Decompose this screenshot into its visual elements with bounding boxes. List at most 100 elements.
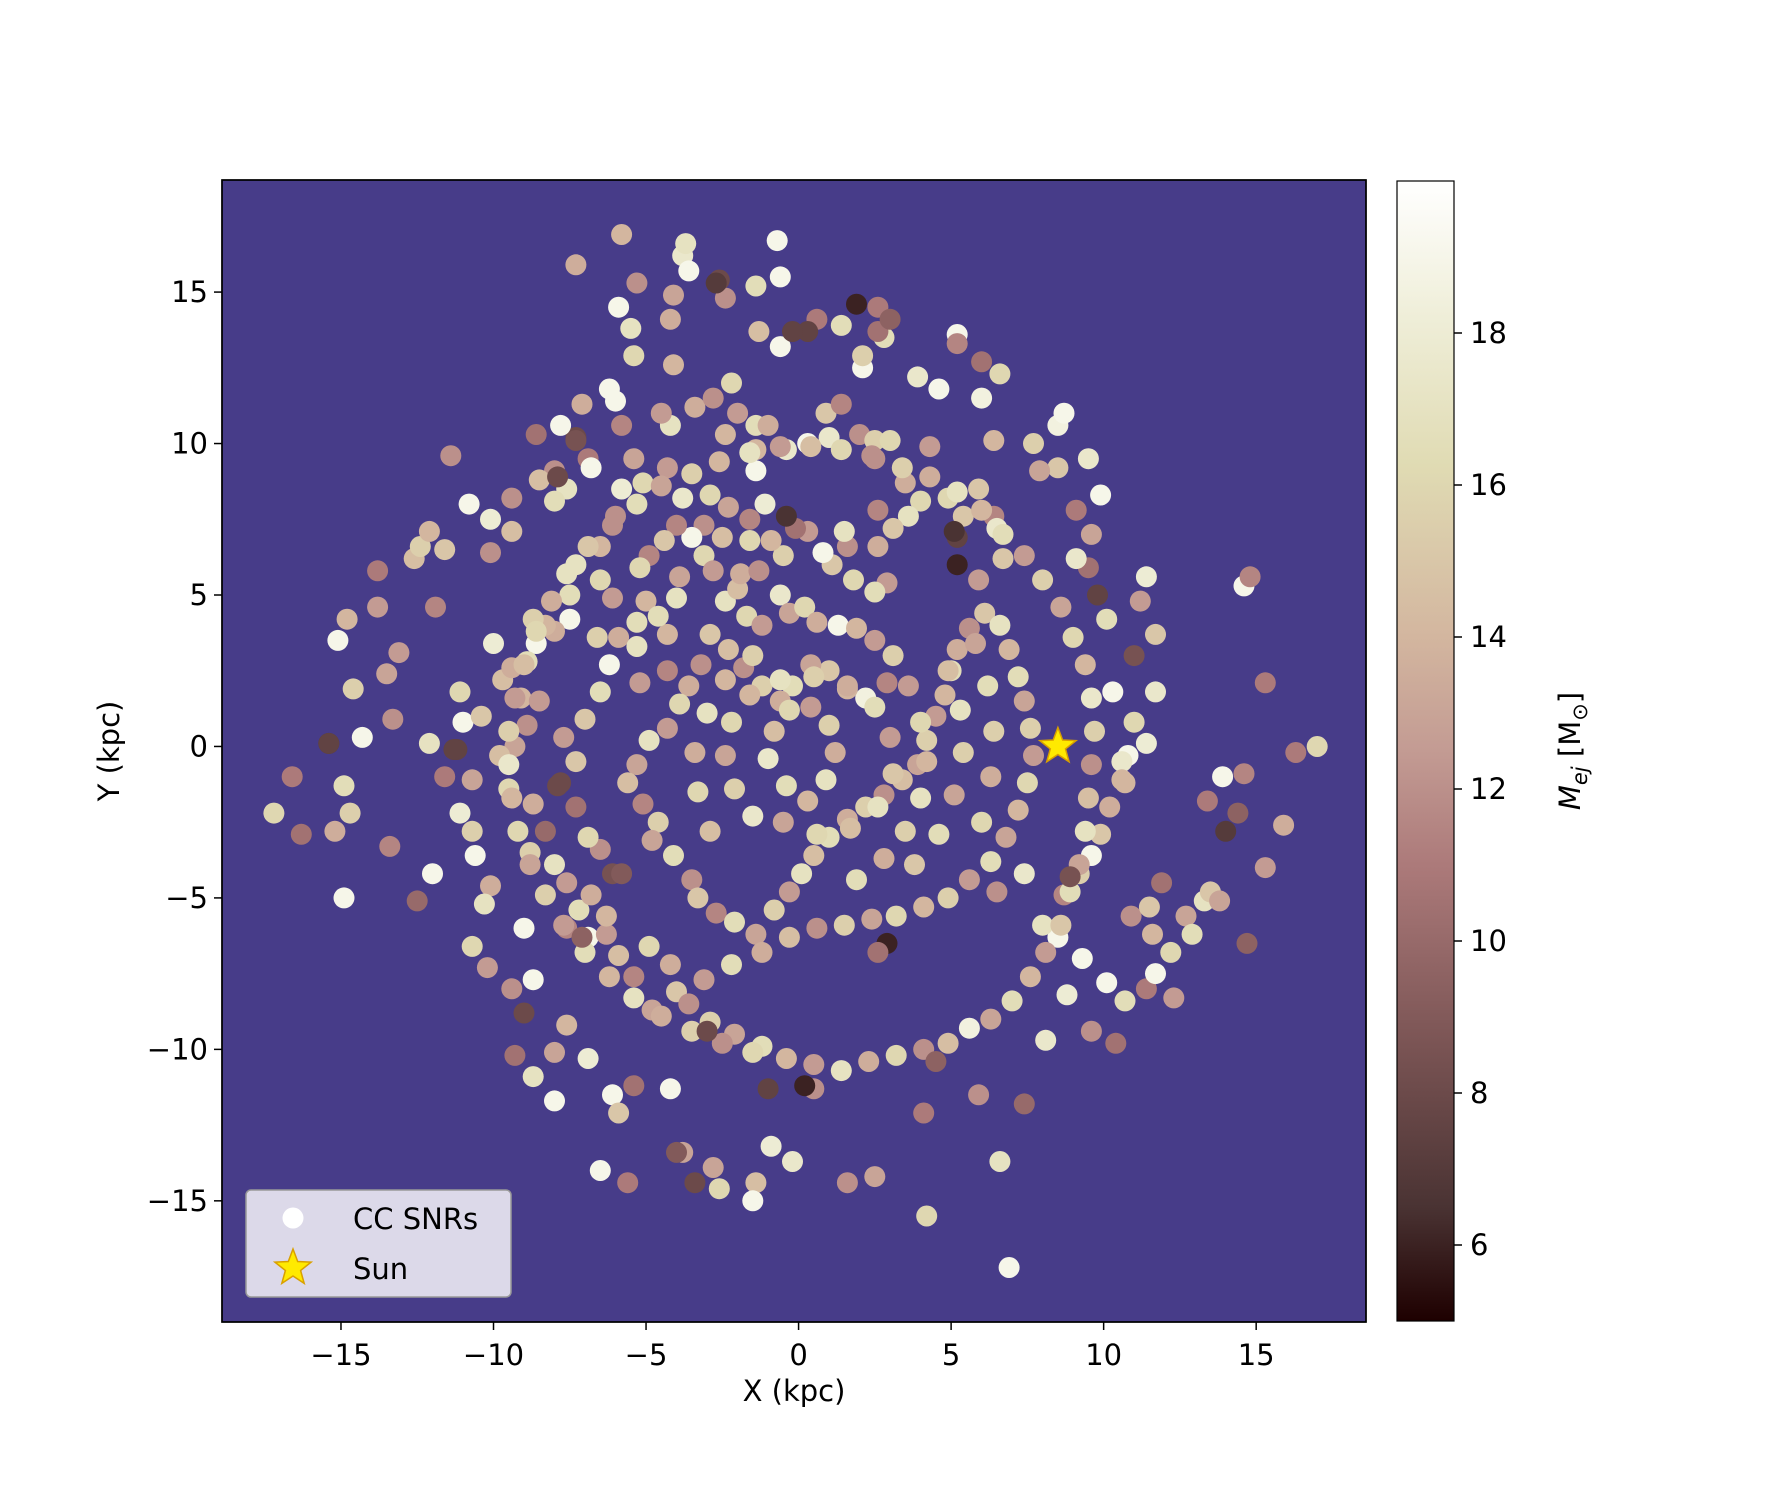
colorbar-tick-label: 16 xyxy=(1470,468,1507,502)
snr-point xyxy=(1175,905,1197,927)
snr-point xyxy=(1236,932,1258,954)
snr-point xyxy=(717,496,739,518)
snr-point xyxy=(544,854,565,876)
snr-point xyxy=(1023,745,1044,766)
snr-point xyxy=(598,966,620,988)
snr-point xyxy=(458,493,480,515)
snr-point xyxy=(730,563,752,585)
x-tick-label: 5 xyxy=(942,1338,960,1372)
snr-point xyxy=(702,1157,724,1178)
legend-label-cc-snrs: CC SNRs xyxy=(353,1202,478,1236)
snr-point xyxy=(1254,672,1276,694)
snr-point xyxy=(693,969,715,991)
snr-point xyxy=(913,896,935,918)
snr-point xyxy=(480,875,501,897)
snr-point xyxy=(714,669,736,691)
snr-point xyxy=(867,499,889,521)
snr-point xyxy=(974,602,996,624)
snr-point xyxy=(968,569,990,591)
snr-point xyxy=(666,514,687,536)
snr-point xyxy=(760,530,782,551)
snr-point xyxy=(388,642,410,664)
plot-frame xyxy=(221,179,1367,1323)
snr-point xyxy=(705,902,727,924)
x-tick-label: 15 xyxy=(1238,1338,1275,1372)
snr-point xyxy=(782,321,803,342)
snr-point xyxy=(952,742,974,763)
snr-point xyxy=(687,887,709,909)
snr-point xyxy=(336,608,358,630)
y-tick-label: 0 xyxy=(190,729,208,763)
snr-point xyxy=(971,811,993,833)
snr-point xyxy=(565,796,587,818)
snr-point xyxy=(928,823,950,845)
snr-point xyxy=(342,678,364,700)
snr-point xyxy=(544,490,565,512)
snr-point xyxy=(519,854,541,876)
colorbar xyxy=(1396,180,1455,1322)
snr-point xyxy=(1080,687,1102,709)
snr-point xyxy=(769,584,791,606)
snr-point xyxy=(876,672,898,694)
snr-point xyxy=(1032,914,1054,936)
snr-point xyxy=(696,1020,718,1042)
x-tick-label: −5 xyxy=(625,1338,668,1372)
snr-point xyxy=(803,666,825,688)
snr-point xyxy=(580,884,602,906)
snr-point xyxy=(608,626,630,648)
snr-point xyxy=(659,954,681,976)
snr-point xyxy=(1209,890,1231,912)
snr-point xyxy=(714,424,736,445)
snr-point xyxy=(1050,596,1072,618)
legend: CC SNRs Sun xyxy=(245,1189,512,1298)
snr-point xyxy=(864,696,886,718)
snr-point xyxy=(1096,608,1118,630)
snr-point xyxy=(727,402,749,424)
snr-point xyxy=(980,851,1002,873)
snr-point xyxy=(1120,905,1142,927)
snr-point xyxy=(769,669,791,691)
snr-point xyxy=(568,899,590,921)
snr-point xyxy=(717,639,739,660)
snr-point xyxy=(525,620,547,642)
snr-point xyxy=(626,493,648,515)
snr-point xyxy=(1135,978,1157,1000)
snr-point xyxy=(449,681,471,703)
snr-point xyxy=(611,224,633,245)
snr-point xyxy=(666,587,687,609)
snr-point xyxy=(1047,457,1069,479)
snr-point xyxy=(739,530,761,551)
snr-point xyxy=(879,308,901,330)
snr-point xyxy=(382,708,404,730)
snr-point xyxy=(1135,566,1157,588)
snr-point xyxy=(553,726,575,748)
snr-point xyxy=(513,917,535,939)
snr-point xyxy=(846,617,867,639)
snr-point xyxy=(757,1078,779,1100)
snr-point xyxy=(708,1178,730,1200)
snr-point xyxy=(989,363,1011,385)
snr-point xyxy=(754,493,776,515)
snr-point xyxy=(1285,742,1307,763)
snr-point xyxy=(916,751,938,773)
snr-point xyxy=(473,893,495,915)
snr-point xyxy=(434,539,456,561)
snr-point xyxy=(836,675,858,697)
snr-point xyxy=(910,490,932,512)
snr-point xyxy=(1129,590,1151,612)
snr-point xyxy=(418,520,440,542)
snr-point xyxy=(897,675,919,697)
snr-point xyxy=(565,254,587,276)
snr-point xyxy=(1114,990,1136,1012)
snr-point xyxy=(782,1151,803,1172)
snr-point xyxy=(1111,751,1133,773)
snr-point xyxy=(742,1190,764,1212)
colorbar-ticks: 6 8 10 12 14 16 18 xyxy=(1454,316,1507,1262)
snr-point xyxy=(678,675,700,697)
snr-point xyxy=(544,1041,565,1063)
snr-point xyxy=(852,345,874,367)
snr-point xyxy=(449,802,471,824)
snr-point xyxy=(556,872,578,894)
snr-point xyxy=(882,763,904,785)
